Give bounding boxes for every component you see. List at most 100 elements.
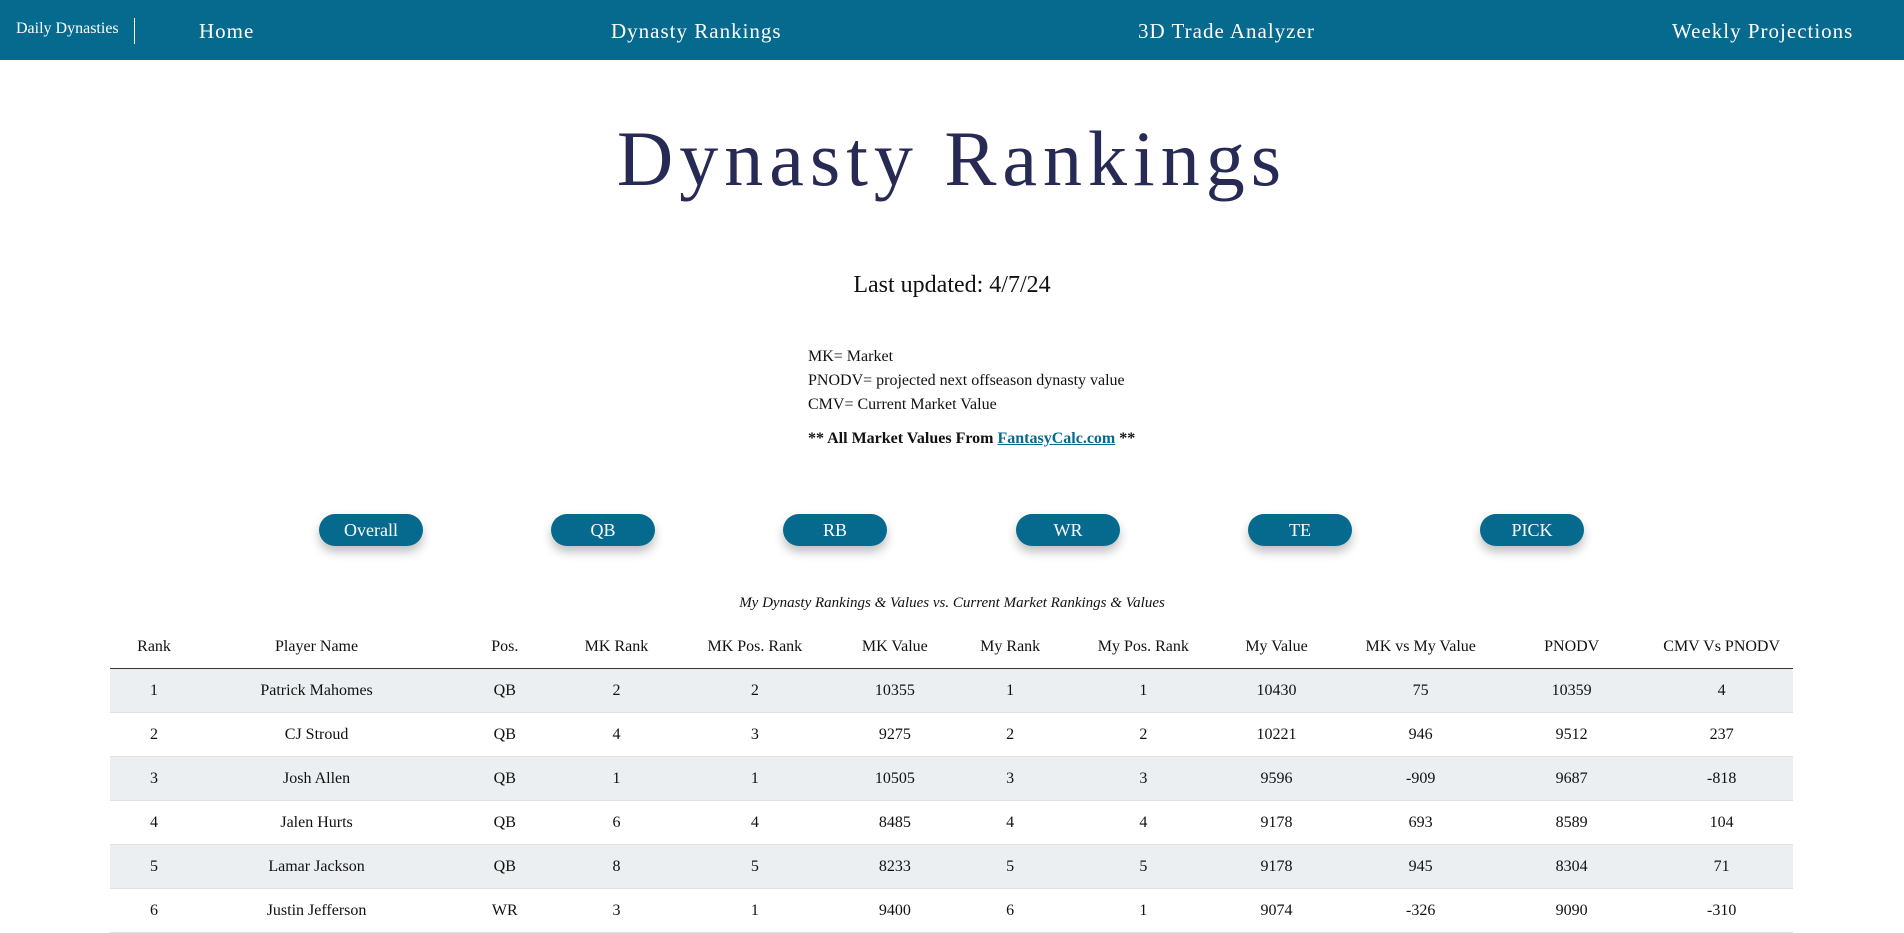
table-cell: 2	[110, 712, 199, 757]
table-row: 5 Lamar Jackson QB 8 5 8233 5 5 9178 945 8304 71	[110, 844, 1793, 889]
filter-pick-button[interactable]: PICK	[1480, 514, 1584, 546]
table-body: 1 Patrick Mahomes QB 2 2 10355 1 1 10430 75 10359 4…	[110, 668, 1793, 933]
page-title: Dynasty Rankings	[616, 115, 1288, 202]
table-cell: -310	[1650, 888, 1793, 933]
nav-home[interactable]: Home	[199, 19, 255, 43]
column-header: My Pos. Rank	[1082, 626, 1205, 669]
column-header: Pos.	[435, 626, 575, 669]
table-cell: QB	[435, 668, 575, 713]
table-cell: 9090	[1493, 888, 1651, 933]
table-header-row: Rank Player Name Pos. MK Rank MK Pos. Rank MK…	[110, 626, 1793, 669]
table-cell: 10430	[1204, 668, 1349, 713]
table-cell: 8485	[851, 800, 939, 845]
table-cell: 4	[110, 800, 199, 845]
table-cell: 237	[1650, 712, 1793, 757]
market-values-note: ** All Market Values From FantasyCalc.co…	[808, 427, 1135, 451]
table-cell: 5	[938, 844, 1082, 889]
table-cell: 4	[658, 800, 852, 845]
table-cell: 3	[1082, 756, 1205, 801]
table-row: 6 Justin Jefferson WR 3 1 9400 6 1 9074 -326 9090-…	[110, 888, 1793, 933]
table-cell: Justin Jefferson	[198, 888, 436, 933]
filter-overall-button[interactable]: Overall	[319, 514, 423, 546]
table-cell: 2	[658, 668, 852, 713]
table-cell: 8304	[1493, 844, 1651, 889]
note-prefix: ** All Market Values From	[808, 430, 998, 447]
table-row: 2 CJ Stroud QB 4 3 9275 2 2 10221 946 9512 237	[110, 712, 1793, 757]
table-cell: 4	[938, 800, 1082, 845]
table-cell: 71	[1650, 844, 1793, 889]
table-cell: 4	[574, 712, 659, 757]
table-caption: My Dynasty Rankings & Values vs. Current…	[739, 595, 1165, 611]
legend-cmv: CMV= Current Market Value	[808, 396, 997, 413]
table-row: 3 Josh Allen QB 1 1 10505 3 3 9596 -909 9687 -818	[110, 756, 1793, 801]
table-cell: Jalen Hurts	[198, 800, 436, 845]
column-header: MK Pos. Rank	[658, 626, 852, 669]
table-cell: 945	[1348, 844, 1494, 889]
legend: MK= Market PNODV= projected next offseas…	[808, 345, 1135, 451]
column-header: PNODV	[1493, 626, 1651, 669]
table-cell: Josh Allen	[198, 756, 436, 801]
filter-rb-button[interactable]: RB	[783, 514, 887, 546]
filter-te-button[interactable]: TE	[1248, 514, 1352, 546]
table-cell: 4	[1650, 668, 1793, 713]
table-cell: 6	[110, 888, 199, 933]
fantasycalc-link[interactable]: FantasyCalc.com	[997, 430, 1116, 447]
table-cell: 10221	[1204, 712, 1349, 757]
table-cell: 4	[1082, 800, 1205, 845]
table-cell: 6	[574, 800, 659, 845]
table-cell: QB	[435, 800, 575, 845]
table-cell: 9512	[1493, 712, 1651, 757]
nav-weekly-projections[interactable]: Weekly Projections	[1672, 19, 1854, 43]
table-cell: 10505	[851, 756, 939, 801]
table-cell: WR	[435, 888, 575, 933]
table-cell: Patrick Mahomes	[198, 668, 436, 713]
table-cell: QB	[435, 756, 575, 801]
table-cell: 3	[574, 888, 659, 933]
filter-wr-button[interactable]: WR	[1016, 514, 1120, 546]
table-cell: 1	[110, 668, 199, 713]
column-header: MK Value	[851, 626, 939, 669]
top-navbar: Daily Dynasties Home Dynasty Rankings 3D…	[0, 0, 1904, 60]
table-cell: 5	[658, 844, 852, 889]
nav-trade-analyzer[interactable]: 3D Trade Analyzer	[1138, 19, 1315, 43]
table-cell: 1	[938, 668, 1082, 713]
rankings-table: Rank Player Name Pos. MK Rank MK Pos. Rank MK…	[110, 626, 1793, 933]
table-cell: 3	[110, 756, 199, 801]
column-header: My Rank	[938, 626, 1082, 669]
table-cell: 1	[574, 756, 659, 801]
table-cell: 946	[1348, 712, 1494, 757]
brand-logo[interactable]: Daily Dynasties	[16, 20, 119, 37]
table-cell: 5	[110, 844, 199, 889]
brand-divider	[134, 18, 135, 44]
table-cell: 5	[1082, 844, 1205, 889]
filter-qb-button[interactable]: QB	[551, 514, 655, 546]
table-cell: 9074	[1204, 888, 1349, 933]
table-cell: CJ Stroud	[198, 712, 436, 757]
table-cell: 6	[938, 888, 1082, 933]
table-cell: QB	[435, 844, 575, 889]
column-header: Rank	[110, 626, 199, 669]
table-cell: 3	[938, 756, 1082, 801]
table-cell: Lamar Jackson	[198, 844, 436, 889]
table-row: 1 Patrick Mahomes QB 2 2 10355 1 1 10430 75 10359 4	[110, 668, 1793, 713]
table-row: 4 Jalen Hurts QB 6 4 8485 4 4 9178 693 8589 104	[110, 800, 1793, 845]
table-cell: 104	[1650, 800, 1793, 845]
column-header: MK Rank	[574, 626, 659, 669]
table-cell: 10355	[851, 668, 939, 713]
table-cell: 2	[938, 712, 1082, 757]
table-cell: 9687	[1493, 756, 1651, 801]
table-cell: 693	[1348, 800, 1494, 845]
legend-pnodv: PNODV= projected next offseason dynasty …	[808, 372, 1125, 389]
column-header: Player Name	[198, 626, 436, 669]
table-cell: 3	[658, 712, 852, 757]
table-cell: -909	[1348, 756, 1494, 801]
legend-mk: MK= Market	[808, 348, 894, 365]
table-cell: 1	[1082, 888, 1205, 933]
table-cell: 75	[1348, 668, 1494, 713]
table-cell: 9400	[851, 888, 939, 933]
nav-dynasty-rankings[interactable]: Dynasty Rankings	[611, 19, 782, 43]
last-updated: Last updated: 4/7/24	[853, 272, 1051, 298]
table-cell: 2	[1082, 712, 1205, 757]
table-cell: 9275	[851, 712, 939, 757]
table-cell: 2	[574, 668, 659, 713]
